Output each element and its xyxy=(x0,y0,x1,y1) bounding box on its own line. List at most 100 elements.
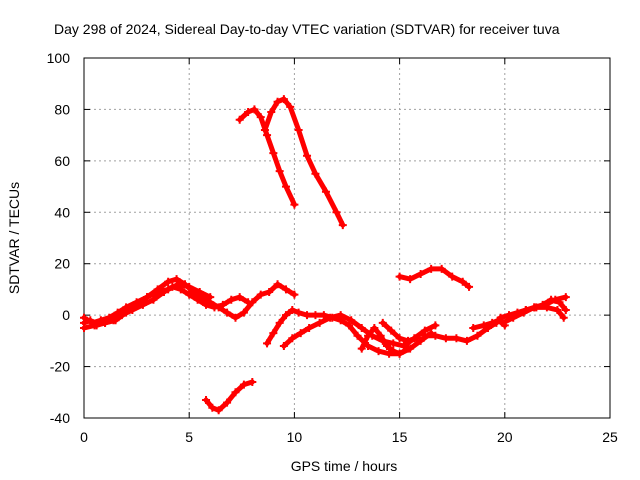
data-point xyxy=(214,303,223,312)
data-point xyxy=(303,311,312,320)
data-point xyxy=(521,306,530,314)
series-track-5 xyxy=(80,275,299,332)
data-point xyxy=(256,290,265,299)
data-point xyxy=(279,342,288,350)
data-point xyxy=(326,313,335,322)
data-point xyxy=(174,280,183,289)
data-point xyxy=(281,285,290,294)
data-point xyxy=(395,349,404,358)
series-track-3 xyxy=(202,378,257,415)
data-point xyxy=(332,208,341,217)
x-tick-label: 0 xyxy=(80,429,88,445)
axis-ticks xyxy=(83,57,611,419)
series-track-16 xyxy=(511,303,568,322)
y-axis-label: SDTVAR / TECUs xyxy=(6,182,22,294)
data-point xyxy=(416,336,425,345)
y-tick-label: -20 xyxy=(50,359,70,375)
data-point xyxy=(441,334,450,343)
data-point xyxy=(404,344,413,353)
data-point xyxy=(311,169,320,178)
x-tick-label: 15 xyxy=(392,429,408,445)
data-point xyxy=(281,311,290,320)
data-point xyxy=(347,316,356,325)
data-point xyxy=(395,272,404,281)
data-point xyxy=(273,97,282,106)
data-point xyxy=(164,285,173,294)
data-point xyxy=(239,380,248,389)
data-point xyxy=(498,318,507,327)
data-point xyxy=(250,105,259,114)
data-point xyxy=(462,336,471,345)
series-track-6 xyxy=(80,280,215,327)
data-point xyxy=(542,303,551,312)
data-point xyxy=(227,295,236,304)
data-point xyxy=(385,349,394,358)
data-point xyxy=(319,311,328,320)
data-point xyxy=(452,334,461,343)
data-point xyxy=(88,318,97,327)
series-track-2 xyxy=(260,95,347,230)
data-point xyxy=(113,308,122,317)
data-point xyxy=(248,298,257,307)
data-point xyxy=(281,182,290,191)
x-axis-label: GPS time / hours xyxy=(291,458,398,474)
data-point xyxy=(244,108,253,116)
data-point xyxy=(382,342,391,350)
data-point xyxy=(406,275,415,284)
data-point xyxy=(132,298,141,307)
data-point xyxy=(561,306,570,314)
data-point xyxy=(364,331,373,340)
y-tick-label: 100 xyxy=(47,50,71,66)
data-point xyxy=(559,313,568,322)
data-point xyxy=(290,200,299,209)
y-tick-label: -40 xyxy=(50,410,70,426)
data-point xyxy=(235,115,244,124)
tick-labels: 0 5 10 15 20 25 -40 -20 0 20 40 60 80 100 xyxy=(47,50,618,445)
data-point xyxy=(305,324,314,332)
data-point xyxy=(370,324,379,332)
data-point xyxy=(265,288,274,296)
data-point xyxy=(164,277,173,286)
data-point xyxy=(223,308,232,317)
data-point xyxy=(260,126,269,134)
data-point xyxy=(561,293,570,302)
data-point xyxy=(153,288,162,296)
data-point xyxy=(195,288,204,296)
series-track-12 xyxy=(420,318,501,345)
data-point xyxy=(288,306,297,314)
data-point xyxy=(389,339,398,348)
data-point xyxy=(288,334,297,343)
data-point xyxy=(275,318,284,327)
data-point xyxy=(378,318,387,327)
data-point xyxy=(532,303,541,312)
data-point xyxy=(149,295,158,304)
data-point xyxy=(336,311,345,320)
data-point xyxy=(235,293,244,302)
data-point xyxy=(267,108,276,116)
data-point xyxy=(353,331,362,340)
data-point xyxy=(80,313,88,322)
data-point xyxy=(111,316,120,325)
data-point xyxy=(431,331,440,340)
data-point xyxy=(345,321,354,330)
data-point xyxy=(239,308,248,317)
data-point xyxy=(185,282,194,291)
data-point xyxy=(357,324,366,332)
y-tick-label: 60 xyxy=(54,153,70,169)
data-point xyxy=(208,403,217,412)
series-track-11 xyxy=(378,318,421,345)
data-point xyxy=(404,336,413,345)
data-point xyxy=(269,329,278,338)
y-tick-label: 0 xyxy=(62,307,70,323)
data-point xyxy=(357,344,366,353)
data-point xyxy=(315,318,324,327)
data-point xyxy=(273,280,282,289)
data-point xyxy=(376,331,385,340)
data-series xyxy=(80,95,570,415)
data-point xyxy=(275,167,284,176)
data-point xyxy=(269,149,278,158)
data-point xyxy=(80,324,88,332)
data-point xyxy=(122,303,131,312)
